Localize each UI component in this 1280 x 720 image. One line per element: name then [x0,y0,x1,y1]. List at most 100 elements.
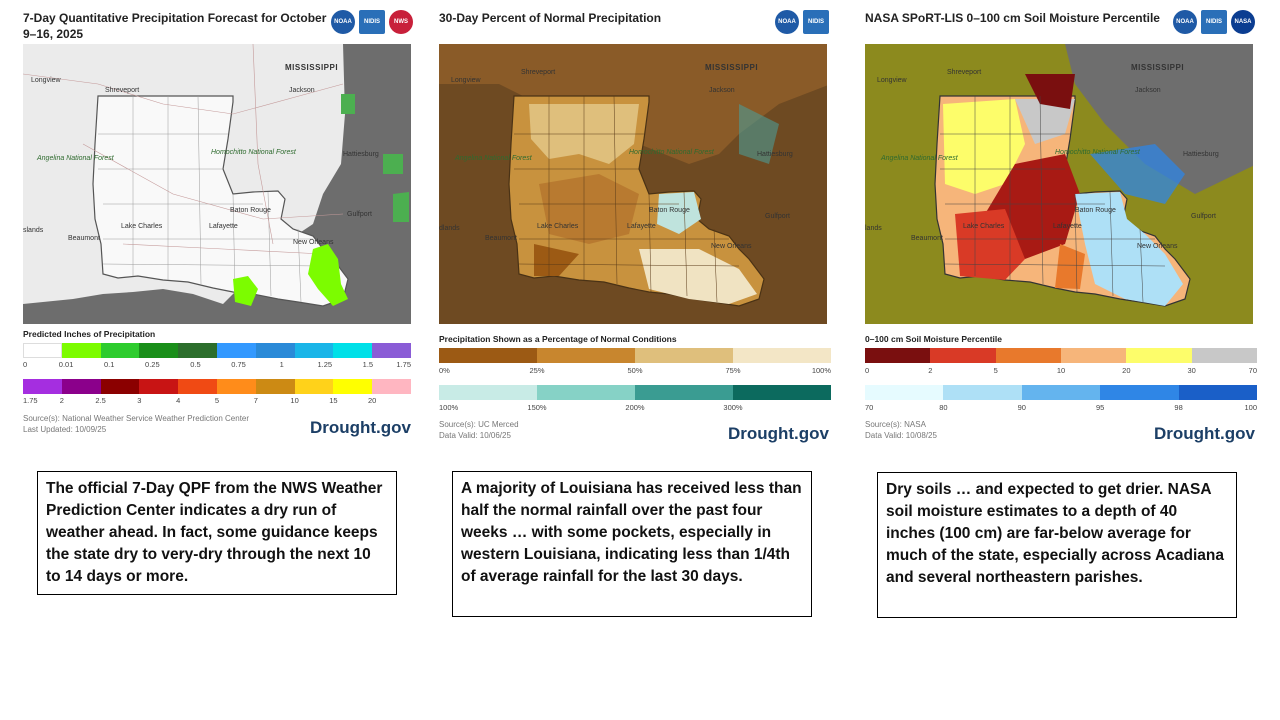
precip-area [341,94,409,222]
source-text: Source(s): NASA Data Valid: 10/08/25 [865,419,937,441]
source-line: Source(s): National Weather Service Weat… [23,414,250,423]
legend-tick: 30 [1187,366,1196,375]
legend-tick: 1.25 [317,360,333,369]
city-hattiesburg: Hattiesburg [1183,151,1219,158]
parish-lines [98,95,324,303]
parish-lines [940,95,1166,303]
legend-tick: 95 [1096,403,1105,412]
source-line: Source(s): NASA [865,420,926,429]
legend-tick: 2.5 [95,396,106,405]
nws-logo: NWS [389,10,413,34]
legend-tick: 20 [1122,366,1131,375]
city-new-orleans: New Orleans [711,243,752,250]
legend-tick: 90 [1017,403,1026,412]
city-lake-charles: Lake Charles [121,223,163,230]
city-lafayette: Lafayette [209,223,238,230]
city-shreveport: Shreveport [105,87,139,94]
legend-tick: 0.25 [145,360,160,369]
panel-title: NASA SPoRT-LIS 0–100 cm Soil Moisture Pe… [865,11,1160,25]
legend-swatch [255,343,295,358]
legend-swatch [23,343,62,358]
drought-gov-brand[interactable]: Drought.gov [1153,424,1255,443]
legend-swatch [1100,385,1179,400]
city-lake-charles: Lake Charles [963,223,1005,230]
updated-line: Last Updated: 10/09/25 [23,425,107,434]
legend-tick: 150% [527,403,547,412]
legend-swatch [294,343,334,358]
legend-swatch [216,343,256,358]
legend-swatch [635,348,733,363]
legend-title: Predicted Inches of Precipitation [23,329,156,339]
legend-tick: 70 [1248,366,1257,375]
state-mississippi: MISSISSIPPI [705,63,758,72]
noaa-logo: NOAA [331,10,355,34]
updated-line: Data Valid: 10/08/25 [865,431,937,440]
moisture-area [955,209,1025,280]
legend-tick: 1 [279,360,284,369]
legend-ticks-row2: 70 80 90 95 98 100 [865,403,1257,415]
qpf-map[interactable]: Longview Shreveport MISSISSIPPI Jackson … [23,44,411,324]
label-islands: dlands [439,225,460,232]
legend-swatch [1060,348,1127,363]
legend-swatch [23,379,62,394]
legend-tick: 5 [214,396,220,405]
legend-tick: 50% [627,366,643,375]
legend-tick: 10 [1056,366,1066,375]
logo-group: NOAA NIDIS NASA [1173,10,1255,34]
soil-moisture-map-svg: Longview Shreveport MISSISSIPPI Jackson … [865,44,1253,324]
city-gulfport: Gulfport [765,213,790,220]
city-jackson: Jackson [709,87,735,94]
legend-swatch [537,385,635,400]
road-lines [23,44,344,255]
legend-tick: 1.75 [396,360,411,369]
legend-swatch [865,385,944,400]
forest-angelina: Angelina National Forest [880,155,959,162]
legend-tick: 0.01 [58,360,74,369]
drought-gov-brand[interactable]: Drought.gov [309,418,411,437]
legend-tick: 4 [176,396,181,405]
drought-gov-brand[interactable]: Drought.gov [727,424,829,443]
city-longview: Longview [31,77,62,84]
city-lake-charles: Lake Charles [537,223,579,230]
legend-tick: 0.75 [231,360,246,369]
forest-homochitto: Homochitto National Forest [211,149,297,156]
legend-swatch [333,379,373,394]
forest-homochitto: Homochitto National Forest [629,149,715,156]
legend-swatch [100,343,140,358]
soil-moisture-map[interactable]: Longview Shreveport MISSISSIPPI Jackson … [865,44,1253,324]
legend-swatch [178,379,217,394]
city-beaumont: Beaumont [68,235,100,242]
legend-swatch [178,343,217,358]
legend-bar-row2 [439,385,831,400]
noaa-logo: NOAA [775,10,799,34]
legend-swatch [216,379,256,394]
moisture-area [943,99,1025,194]
legend-ticks-row2: 100% 150% 200% 300% [439,403,827,415]
legend-tick: 15 [329,396,338,405]
legend-swatch [1191,348,1257,363]
precip-area [308,244,348,306]
city-shreveport: Shreveport [521,69,555,76]
legend-tick: 10 [290,396,299,405]
city-baton-rouge: Baton Rouge [230,207,271,214]
legend-tick: 0% [439,366,450,375]
legend-tick: 98 [1174,403,1183,412]
percent-normal-map[interactable]: Longview Shreveport MISSISSIPPI Jackson … [439,44,827,324]
legend-swatch [943,385,1022,400]
legend-swatch [439,385,537,400]
forest-angelina: Angelina National Forest [36,155,115,162]
logo-group: NOAA NIDIS [775,10,829,34]
parish-lines [514,95,740,303]
city-hattiesburg: Hattiesburg [343,151,379,158]
city-new-orleans: New Orleans [293,239,334,246]
legend-tick: 75% [725,366,741,375]
city-longview: Longview [451,77,482,84]
precip-area [233,276,258,306]
legend-tick: 100% [811,366,831,375]
legend-tick: 300% [723,403,743,412]
moisture-area [1075,192,1183,306]
legend-swatch [372,379,411,394]
city-beaumont: Beaumont [911,235,943,242]
legend-tick: 20 [368,396,377,405]
legend-bar-row1 [865,348,1257,363]
